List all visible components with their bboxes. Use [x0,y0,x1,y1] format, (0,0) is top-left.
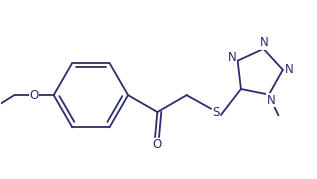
Text: N: N [267,94,276,107]
Text: O: O [29,89,39,102]
Text: N: N [260,36,269,49]
Text: N: N [285,63,293,76]
Text: S: S [212,106,220,118]
Text: N: N [228,51,236,64]
Text: O: O [152,138,162,151]
